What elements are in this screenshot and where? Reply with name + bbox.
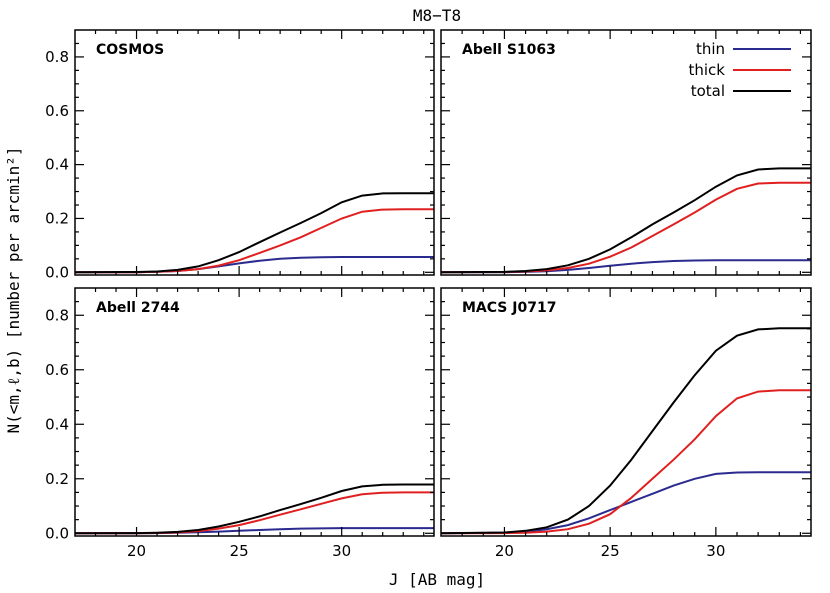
panel-label-cosmos: COSMOS bbox=[96, 42, 164, 58]
plot-frame-abell-s1063 bbox=[440, 29, 812, 276]
panel-abell-s1063: Abell S1063 thin thick total bbox=[440, 29, 812, 276]
plot-frame-cosmos bbox=[74, 29, 435, 276]
x-tick-label-25-macs-j0717: 25 bbox=[601, 542, 620, 560]
y-tick-label-0.8-abell-2744: 0.8 bbox=[45, 306, 69, 324]
y-axis-title: N(<m,ℓ,b) [number per arcmin²] bbox=[4, 146, 23, 433]
legend-label-thin: thin bbox=[696, 40, 725, 58]
x-tick-label-20-abell-2744: 20 bbox=[127, 542, 146, 560]
y-tick-label-0.8-cosmos: 0.8 bbox=[45, 48, 69, 66]
panel-label-macs-j0717: MACS J0717 bbox=[462, 300, 556, 316]
x-tick-label-30-abell-2744: 30 bbox=[332, 542, 351, 560]
x-tick-label-20-macs-j0717: 20 bbox=[495, 542, 514, 560]
y-tick-label-0.4-abell-2744: 0.4 bbox=[45, 415, 69, 433]
series-line-total-cosmos bbox=[74, 192, 434, 274]
x-tick-label-30-macs-j0717: 30 bbox=[706, 542, 725, 560]
y-tick-label-0.2-abell-2744: 0.2 bbox=[45, 470, 69, 488]
y-tick-label-0.4-cosmos: 0.4 bbox=[45, 156, 69, 174]
series-line-thin-abell-s1063 bbox=[440, 259, 811, 274]
legend: thin thick total bbox=[689, 40, 791, 100]
panel-label-abell-2744: Abell 2744 bbox=[96, 300, 180, 316]
plot-frame-abell-2744 bbox=[74, 287, 435, 537]
y-tick-label-0.0-abell-2744: 0.0 bbox=[45, 524, 69, 542]
panel-label-abell-s1063: Abell S1063 bbox=[462, 42, 556, 58]
series-line-thin-cosmos bbox=[74, 256, 434, 274]
x-tick-label-25-abell-2744: 25 bbox=[230, 542, 249, 560]
plot-frame-macs-j0717 bbox=[440, 287, 812, 537]
series-line-thick-cosmos bbox=[74, 208, 434, 274]
series-line-total-macs-j0717 bbox=[440, 327, 811, 535]
legend-label-thick: thick bbox=[689, 61, 726, 79]
figure-title: M8−T8 bbox=[413, 6, 461, 25]
series-line-thin-macs-j0717 bbox=[440, 471, 811, 535]
y-tick-label-0.2-cosmos: 0.2 bbox=[45, 209, 69, 227]
legend-label-total: total bbox=[691, 82, 725, 100]
panel-macs-j0717: 20 25 30 MACS J0717 bbox=[440, 287, 812, 560]
series-line-thick-abell-s1063 bbox=[440, 181, 811, 274]
x-axis-title: J [AB mag] bbox=[389, 570, 485, 589]
panels: 0.0 0.2 0.4 0.6 0.8 COSMOS Abell S1063 thin thic… bbox=[45, 29, 812, 560]
panel-cosmos: 0.0 0.2 0.4 0.6 0.8 COSMOS bbox=[45, 29, 435, 281]
y-tick-label-0.6-cosmos: 0.6 bbox=[45, 102, 69, 120]
series-line-total-abell-2744 bbox=[74, 483, 434, 535]
y-tick-label-0.0-cosmos: 0.0 bbox=[45, 263, 69, 281]
series-line-thick-macs-j0717 bbox=[440, 389, 811, 535]
panel-abell-2744: 20 25 30 0.0 0.2 0.4 0.6 0.8 Abell 2744 bbox=[45, 287, 435, 560]
y-tick-label-0.6-abell-2744: 0.6 bbox=[45, 361, 69, 379]
series-line-total-abell-s1063 bbox=[440, 167, 811, 274]
